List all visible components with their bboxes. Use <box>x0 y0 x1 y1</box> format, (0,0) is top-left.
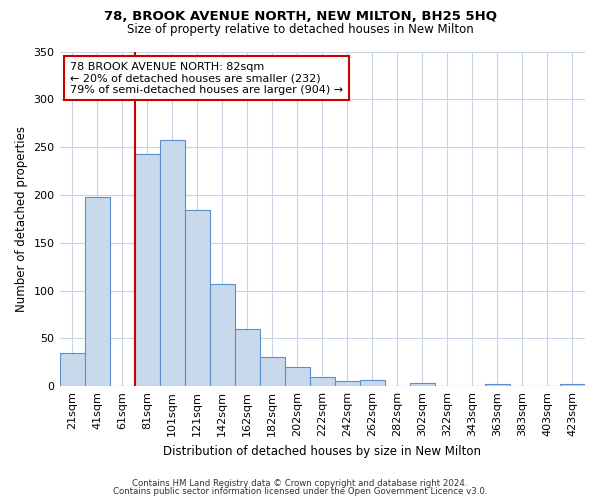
X-axis label: Distribution of detached houses by size in New Milton: Distribution of detached houses by size … <box>163 444 481 458</box>
Bar <box>59 352 85 386</box>
Bar <box>85 197 110 386</box>
Bar <box>209 284 235 386</box>
Bar <box>235 329 260 386</box>
Text: Size of property relative to detached houses in New Milton: Size of property relative to detached ho… <box>127 22 473 36</box>
Bar <box>360 380 385 386</box>
Text: Contains public sector information licensed under the Open Government Licence v3: Contains public sector information licen… <box>113 487 487 496</box>
Bar <box>310 376 335 386</box>
Text: 78 BROOK AVENUE NORTH: 82sqm
← 20% of detached houses are smaller (232)
79% of s: 78 BROOK AVENUE NORTH: 82sqm ← 20% of de… <box>70 62 343 94</box>
Bar <box>485 384 510 386</box>
Bar <box>560 384 585 386</box>
Bar <box>134 154 160 386</box>
Bar <box>335 382 360 386</box>
Bar <box>260 358 285 386</box>
Bar <box>185 210 209 386</box>
Text: Contains HM Land Registry data © Crown copyright and database right 2024.: Contains HM Land Registry data © Crown c… <box>132 478 468 488</box>
Bar <box>160 140 185 386</box>
Bar <box>285 367 310 386</box>
Y-axis label: Number of detached properties: Number of detached properties <box>15 126 28 312</box>
Text: 78, BROOK AVENUE NORTH, NEW MILTON, BH25 5HQ: 78, BROOK AVENUE NORTH, NEW MILTON, BH25… <box>104 10 497 23</box>
Bar <box>410 384 435 386</box>
